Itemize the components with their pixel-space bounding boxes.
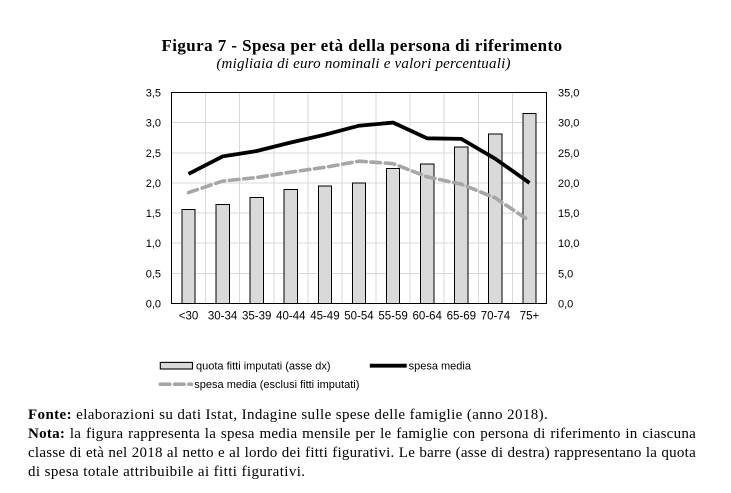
svg-text:35-39: 35-39: [242, 311, 271, 323]
svg-text:60-64: 60-64: [412, 311, 442, 323]
svg-text:30,0: 30,0: [558, 118, 579, 130]
svg-text:3,5: 3,5: [146, 88, 161, 100]
svg-text:2,0: 2,0: [146, 178, 161, 190]
svg-text:50-54: 50-54: [344, 311, 374, 323]
svg-text:15,0: 15,0: [558, 208, 579, 220]
svg-text:5,0: 5,0: [558, 268, 573, 280]
svg-text:2,5: 2,5: [146, 148, 161, 160]
svg-text:30-34: 30-34: [208, 311, 238, 323]
svg-text:0,0: 0,0: [146, 299, 161, 311]
svg-text:quota fitti imputati (asse dx): quota fitti imputati (asse dx): [196, 361, 331, 373]
svg-text:20,0: 20,0: [558, 178, 579, 190]
svg-text:75+: 75+: [520, 311, 540, 323]
svg-text:55-59: 55-59: [378, 311, 407, 323]
svg-text:1,0: 1,0: [146, 238, 161, 250]
svg-text:0,0: 0,0: [558, 299, 573, 311]
svg-text:spesa media: spesa media: [409, 361, 472, 373]
svg-text:1,5: 1,5: [146, 208, 161, 220]
svg-text:70-74: 70-74: [481, 311, 511, 323]
svg-text:10,0: 10,0: [558, 238, 579, 250]
svg-text:3,0: 3,0: [146, 118, 161, 130]
svg-text:35,0: 35,0: [558, 88, 579, 100]
svg-text:40-44: 40-44: [276, 311, 306, 323]
svg-text:spesa media (esclusi fitti imp: spesa media (esclusi fitti imputati): [194, 379, 359, 391]
svg-text:25,0: 25,0: [558, 148, 579, 160]
svg-text:65-69: 65-69: [447, 311, 476, 323]
svg-text:45-49: 45-49: [310, 311, 339, 323]
svg-text:<30: <30: [179, 311, 199, 323]
svg-text:0,5: 0,5: [146, 268, 161, 280]
